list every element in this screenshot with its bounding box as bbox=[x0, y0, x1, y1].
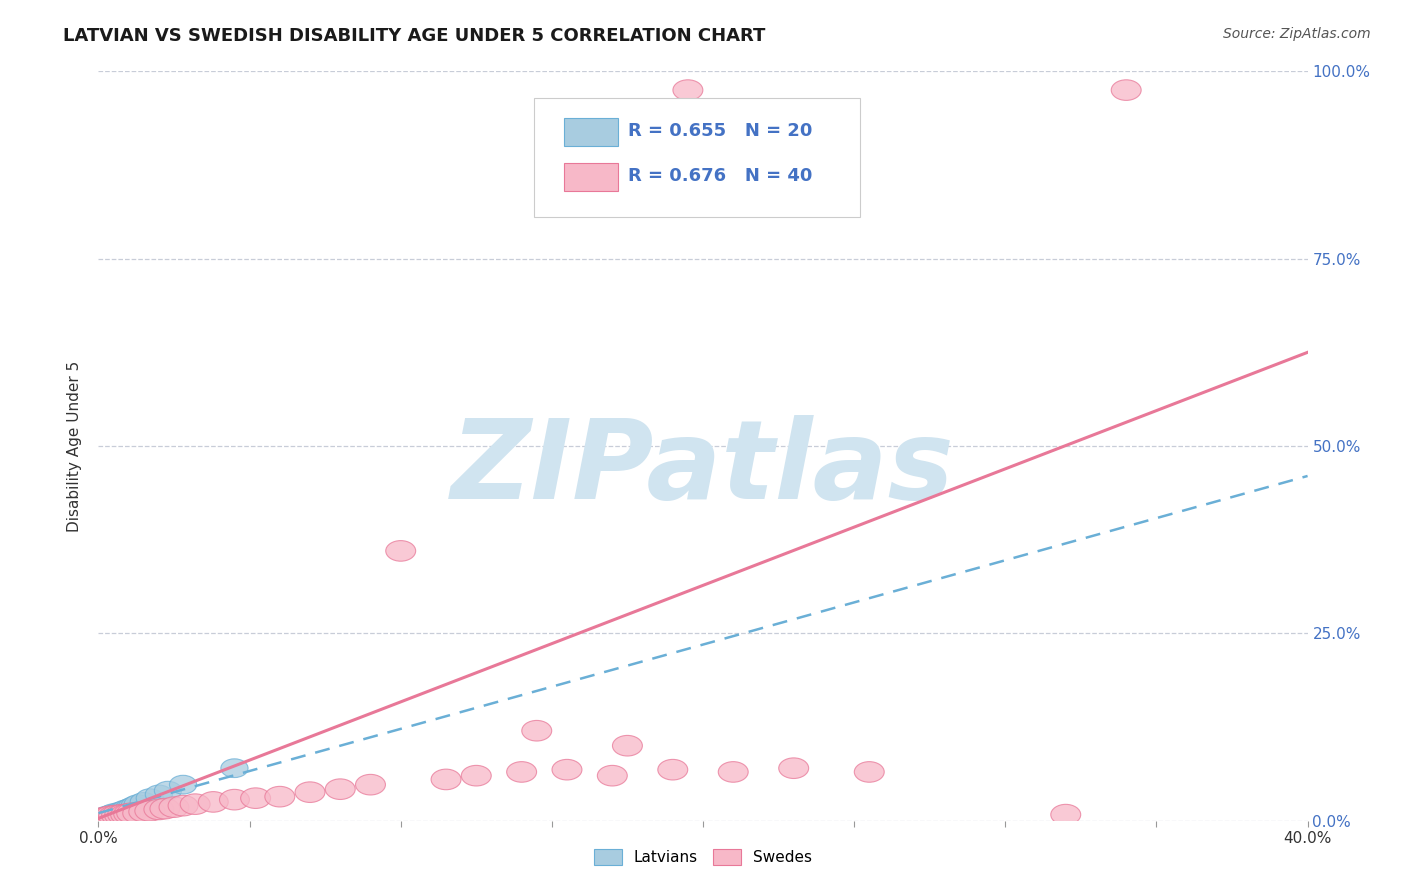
Ellipse shape bbox=[129, 801, 159, 822]
Ellipse shape bbox=[264, 787, 295, 807]
Ellipse shape bbox=[432, 769, 461, 789]
Ellipse shape bbox=[117, 803, 146, 823]
Text: R = 0.655   N = 20: R = 0.655 N = 20 bbox=[628, 122, 813, 140]
Ellipse shape bbox=[96, 805, 125, 827]
Ellipse shape bbox=[219, 789, 249, 810]
Ellipse shape bbox=[553, 759, 582, 780]
Ellipse shape bbox=[91, 807, 118, 826]
Ellipse shape bbox=[124, 795, 152, 814]
Text: LATVIAN VS SWEDISH DISABILITY AGE UNDER 5 CORRELATION CHART: LATVIAN VS SWEDISH DISABILITY AGE UNDER … bbox=[63, 27, 766, 45]
Ellipse shape bbox=[87, 808, 117, 829]
Ellipse shape bbox=[295, 782, 325, 803]
Ellipse shape bbox=[114, 804, 143, 824]
Ellipse shape bbox=[522, 721, 551, 741]
Ellipse shape bbox=[170, 775, 197, 794]
Ellipse shape bbox=[112, 800, 139, 819]
Bar bbox=[564, 118, 619, 146]
Text: R = 0.676   N = 40: R = 0.676 N = 40 bbox=[628, 168, 813, 186]
Ellipse shape bbox=[1111, 79, 1142, 101]
Ellipse shape bbox=[159, 797, 188, 817]
Ellipse shape bbox=[98, 805, 128, 827]
Ellipse shape bbox=[94, 808, 121, 827]
Ellipse shape bbox=[155, 781, 181, 800]
Ellipse shape bbox=[118, 797, 145, 816]
Ellipse shape bbox=[150, 798, 180, 819]
Ellipse shape bbox=[105, 802, 134, 821]
Ellipse shape bbox=[325, 779, 356, 799]
Ellipse shape bbox=[103, 804, 131, 822]
Ellipse shape bbox=[108, 805, 138, 825]
Ellipse shape bbox=[1050, 805, 1081, 825]
Ellipse shape bbox=[145, 785, 173, 804]
Text: ZIPatlas: ZIPatlas bbox=[451, 415, 955, 522]
Ellipse shape bbox=[855, 762, 884, 782]
Text: Source: ZipAtlas.com: Source: ZipAtlas.com bbox=[1223, 27, 1371, 41]
Ellipse shape bbox=[169, 796, 198, 816]
Legend: Latvians, Swedes: Latvians, Swedes bbox=[586, 842, 820, 873]
FancyBboxPatch shape bbox=[534, 97, 860, 218]
Ellipse shape bbox=[673, 79, 703, 101]
Bar bbox=[564, 162, 619, 191]
Ellipse shape bbox=[613, 735, 643, 756]
Ellipse shape bbox=[385, 541, 416, 561]
Ellipse shape bbox=[598, 765, 627, 786]
Ellipse shape bbox=[135, 801, 165, 822]
Ellipse shape bbox=[115, 799, 142, 818]
Ellipse shape bbox=[104, 805, 135, 826]
Ellipse shape bbox=[110, 802, 136, 821]
Ellipse shape bbox=[90, 807, 120, 828]
Ellipse shape bbox=[461, 765, 491, 786]
Ellipse shape bbox=[221, 759, 247, 778]
Ellipse shape bbox=[131, 793, 157, 812]
Ellipse shape bbox=[87, 809, 115, 828]
Ellipse shape bbox=[100, 804, 127, 822]
Ellipse shape bbox=[180, 794, 209, 814]
Ellipse shape bbox=[506, 762, 537, 782]
Ellipse shape bbox=[136, 789, 163, 807]
Ellipse shape bbox=[143, 799, 174, 820]
Ellipse shape bbox=[94, 806, 121, 825]
Ellipse shape bbox=[718, 762, 748, 782]
Ellipse shape bbox=[658, 759, 688, 780]
Ellipse shape bbox=[240, 788, 270, 808]
Ellipse shape bbox=[122, 803, 153, 823]
Y-axis label: Disability Age Under 5: Disability Age Under 5 bbox=[67, 360, 83, 532]
Ellipse shape bbox=[121, 797, 148, 815]
Ellipse shape bbox=[356, 774, 385, 795]
Ellipse shape bbox=[779, 758, 808, 779]
Ellipse shape bbox=[101, 805, 132, 826]
Ellipse shape bbox=[198, 791, 228, 813]
Ellipse shape bbox=[93, 806, 122, 827]
Ellipse shape bbox=[97, 805, 124, 824]
Ellipse shape bbox=[111, 805, 141, 825]
